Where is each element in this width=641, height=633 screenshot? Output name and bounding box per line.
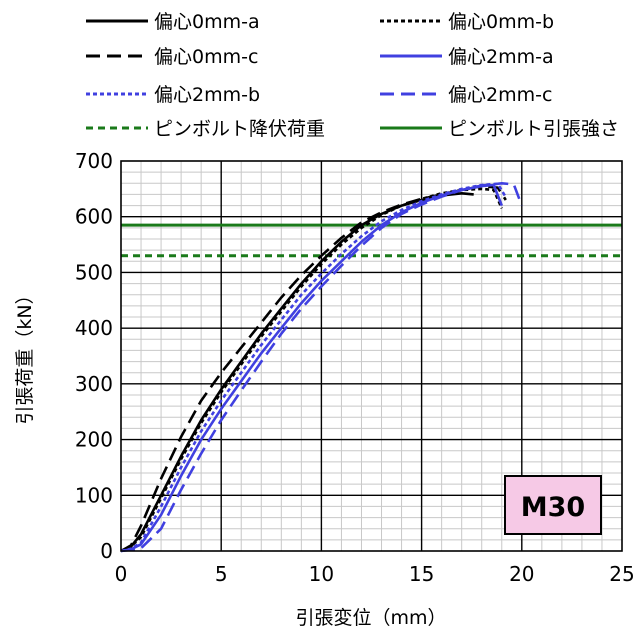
legend-label-8: ピンボルト引張強さ: [448, 118, 619, 140]
y-tick-label: 300: [75, 372, 113, 396]
x-axis-label: 引張変位（mm）: [295, 607, 446, 629]
plot-frame: [120, 160, 623, 552]
y-tick-label: 600: [75, 205, 113, 229]
y-tick-label: 0: [100, 539, 113, 563]
y-tick-label: 500: [75, 260, 113, 284]
legend-label-6: 偏心2mm-c: [448, 84, 552, 106]
x-tick-label: 25: [609, 562, 634, 586]
annotation-label: M30: [521, 492, 585, 523]
x-tick-label: 15: [409, 562, 434, 586]
y-tick-label: 200: [75, 428, 113, 452]
series-line-6: [120, 182, 524, 553]
y-tick-label: 700: [75, 149, 113, 173]
x-tick-label: 5: [215, 562, 228, 586]
series-line-4: [120, 183, 504, 553]
legend-label-3: 偏心0mm-c: [154, 46, 258, 68]
y-axis-label: 引張荷重（kN）: [14, 285, 36, 424]
x-tick-label: 20: [509, 562, 534, 586]
series-line-5: [120, 182, 507, 553]
legend-label-1: 偏心0mm-a: [154, 11, 260, 33]
plot-area: 0 5 10 15 20 25 0 100 200 300 400 500 600 700 M30: [75, 149, 635, 586]
x-tick-label: 10: [309, 562, 334, 586]
annotation-box: [504, 475, 602, 535]
legend-label-2: 偏心0mm-b: [448, 11, 554, 33]
legend-label-4: 偏心2mm-a: [448, 46, 554, 68]
y-tick-label: 100: [75, 483, 113, 507]
x-tick-label: 0: [115, 562, 128, 586]
legend-label-5: 偏心2mm-b: [154, 84, 260, 106]
y-tick-label: 400: [75, 316, 113, 340]
legend-label-7: ピンボルト降伏荷重: [154, 118, 325, 140]
legend: 偏心0mm-a 偏心0mm-b 偏心0mm-c 偏心2mm-a 偏心2mm-b 偏心2mm…: [86, 11, 619, 140]
